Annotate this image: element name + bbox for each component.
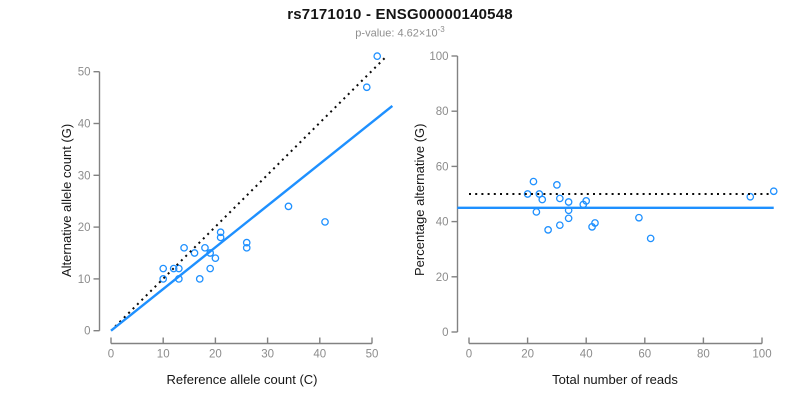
data-point: [190, 249, 199, 257]
right-x-axis-title: Total number of reads: [552, 372, 678, 387]
x-tick-label: 80: [697, 349, 710, 361]
data-point: [373, 52, 382, 61]
plot-title: rs7171010 - ENSG00000140548: [287, 6, 513, 23]
data-point: [180, 243, 188, 252]
data-point: [216, 228, 225, 237]
data-point: [195, 275, 204, 283]
data-point: [555, 221, 564, 230]
data-point: [538, 195, 547, 204]
p-value-text: p-value: 4.62×10: [355, 27, 438, 40]
x-tick-label: 60: [638, 349, 651, 361]
data-point: [544, 226, 552, 234]
data-point: [529, 177, 538, 186]
data-point: [201, 243, 209, 252]
y-tick-label: 30: [78, 170, 91, 182]
data-point: [242, 243, 251, 252]
y-tick-label: 100: [429, 51, 448, 63]
left-x-axis-title: Reference allele count (C): [166, 372, 318, 387]
x-tick-label: 0: [466, 349, 472, 361]
data-point: [284, 202, 293, 211]
y-tick-label: 40: [78, 119, 91, 131]
y-tick-label: 20: [78, 222, 91, 234]
p-value-exponent: -3: [437, 25, 445, 34]
data-point: [362, 83, 371, 92]
x-tick-label: 30: [261, 349, 274, 361]
left-y-axis-title: Alternative allele count (G): [59, 123, 74, 277]
data-point: [553, 181, 561, 189]
data-point: [169, 264, 178, 273]
data-point: [242, 238, 251, 247]
data-point: [159, 264, 168, 273]
identity-line: [114, 57, 386, 328]
x-tick-label: 0: [108, 349, 114, 361]
data-point: [216, 233, 225, 242]
y-tick-label: 60: [436, 161, 449, 173]
data-point: [523, 190, 532, 198]
right-y-axis-title: Percentage alternative (G): [412, 123, 427, 277]
fit-line: [110, 104, 394, 332]
allele-counts-panel: 0 10 20 30 40 50 0 10 20 30 40 50: [78, 52, 394, 361]
percentage-alternative-panel: 0 20 40 60 80 100 0 20 40 60 80 100: [429, 51, 778, 361]
data-point: [564, 214, 573, 223]
x-tick-label: 50: [366, 349, 379, 361]
y-tick-label: 0: [84, 326, 90, 338]
data-point: [532, 208, 541, 216]
data-point: [555, 194, 564, 203]
data-point: [564, 198, 573, 206]
y-tick-label: 10: [78, 274, 91, 286]
x-tick-label: 10: [157, 349, 170, 361]
data-point: [175, 264, 183, 273]
y-tick-label: 50: [78, 67, 91, 79]
x-tick-label: 40: [580, 349, 593, 361]
plot-subtitle: p-value: 4.62×10-3: [0, 25, 800, 40]
data-point: [769, 187, 778, 196]
data-point: [635, 213, 643, 222]
y-tick-label: 20: [436, 272, 449, 284]
x-tick-label: 20: [209, 349, 222, 361]
x-tick-label: 40: [313, 349, 326, 361]
data-point: [588, 222, 596, 231]
data-point: [206, 264, 215, 273]
x-tick-label: 20: [521, 349, 534, 361]
data-point: [211, 254, 220, 263]
data-point: [321, 218, 329, 226]
data-point: [646, 234, 655, 243]
y-tick-label: 40: [436, 217, 449, 229]
data-point: [159, 275, 168, 283]
y-tick-label: 0: [442, 327, 448, 339]
x-tick-label: 100: [752, 349, 771, 361]
y-tick-label: 80: [436, 106, 449, 118]
data-point: [746, 192, 755, 201]
